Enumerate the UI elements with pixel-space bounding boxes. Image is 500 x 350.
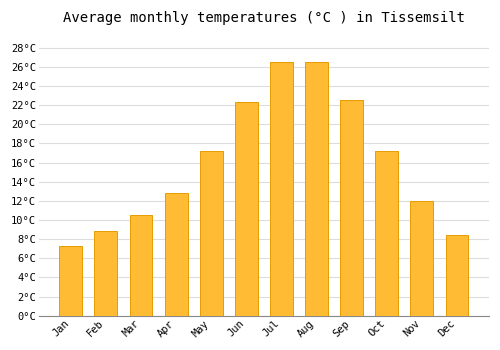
Bar (130, 215, 152, 316)
Bar (410, 201, 434, 316)
Bar (200, 151, 222, 316)
Bar (94, 231, 118, 316)
Bar (270, 62, 293, 316)
Bar (446, 235, 468, 316)
Bar (376, 151, 398, 316)
Bar (235, 102, 258, 316)
Bar (60, 246, 82, 316)
Bar (164, 193, 188, 316)
Bar (305, 62, 328, 316)
Title: Average monthly temperatures (°C ) in Tissemsilt: Average monthly temperatures (°C ) in Ti… (63, 11, 465, 25)
Bar (340, 100, 363, 316)
